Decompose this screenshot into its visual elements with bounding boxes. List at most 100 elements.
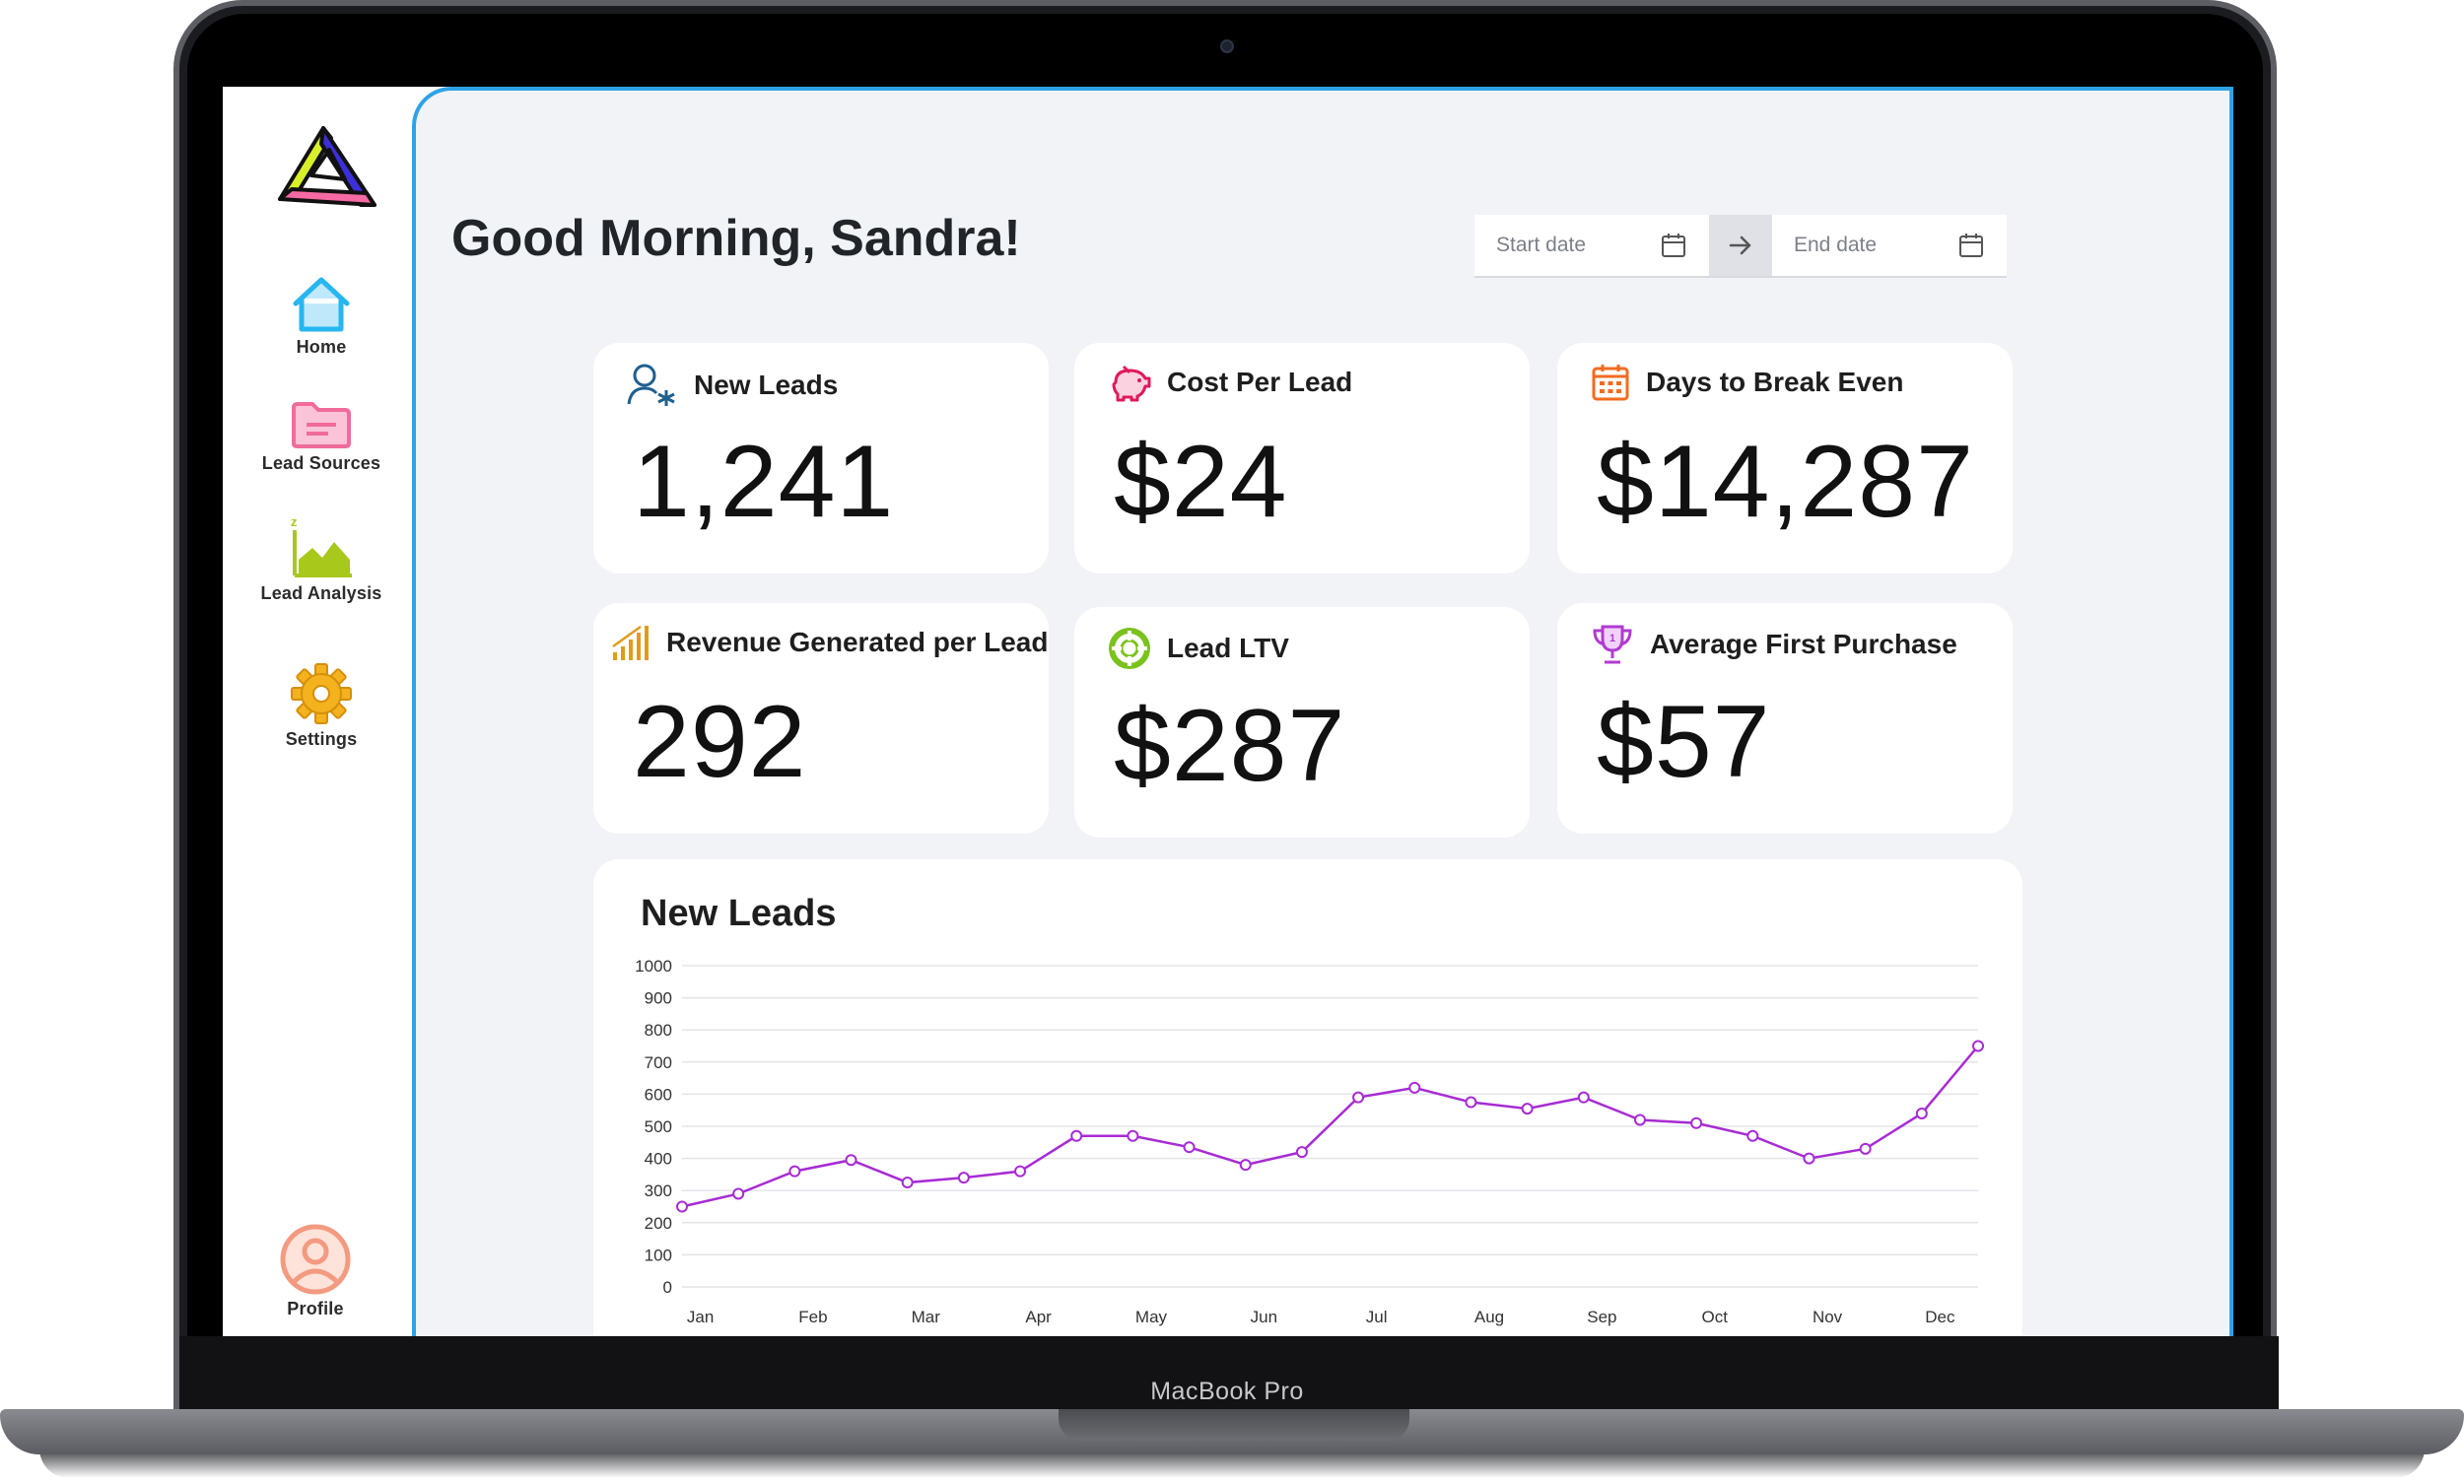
device-label: MacBook Pro xyxy=(1150,1378,1304,1405)
y-tick-label: 100 xyxy=(645,1246,672,1264)
data-point[interactable] xyxy=(1127,1129,1139,1142)
data-point[interactable] xyxy=(1803,1152,1815,1165)
stat-value: 1,241 xyxy=(633,425,895,539)
data-point[interactable] xyxy=(1577,1091,1590,1104)
stat-value: $57 xyxy=(1597,685,1771,799)
x-tick-label: Oct xyxy=(1701,1308,1728,1326)
y-tick-label: 200 xyxy=(645,1214,672,1233)
logo xyxy=(278,126,376,207)
data-point[interactable] xyxy=(1352,1091,1365,1104)
arrow-right-icon xyxy=(1729,236,1751,255)
stat-card-average-first-purchase[interactable]: 1 Average First Purchase $57 xyxy=(1557,603,2013,834)
x-tick-label: Jun xyxy=(1251,1308,1277,1326)
y-tick-label: 500 xyxy=(645,1117,672,1136)
profile-icon xyxy=(280,1224,351,1295)
app-screen: Home Lead Sources z Lead Analysis xyxy=(223,87,2233,1336)
main-content: Good Morning, Sandra! Start date End dat… xyxy=(412,87,2233,1336)
y-tick-label: 400 xyxy=(645,1150,672,1169)
data-point[interactable] xyxy=(1014,1165,1027,1178)
y-tick-label: 600 xyxy=(645,1085,672,1104)
sidebar-item-settings[interactable]: Settings xyxy=(223,662,420,750)
sidebar-item-lead-sources[interactable]: Lead Sources xyxy=(223,400,420,474)
y-tick-label: 800 xyxy=(645,1021,672,1040)
data-point[interactable] xyxy=(1239,1159,1252,1172)
stat-card-new-leads[interactable]: New Leads 1,241 xyxy=(593,343,1049,573)
stat-value: $14,287 xyxy=(1597,425,1974,539)
y-tick-label: 1000 xyxy=(635,957,672,976)
x-tick-label: Apr xyxy=(1025,1308,1052,1326)
svg-text:1: 1 xyxy=(1609,633,1615,644)
camera-icon xyxy=(1220,39,1234,53)
y-tick-label: 900 xyxy=(645,989,672,1008)
laptop-chin xyxy=(179,1336,2279,1413)
calendar-icon xyxy=(1592,365,1629,401)
data-point[interactable] xyxy=(1972,1040,1984,1052)
start-date-input[interactable]: Start date xyxy=(1474,215,1709,276)
end-date-input[interactable]: End date xyxy=(1772,215,2007,276)
chart-title: New Leads xyxy=(641,893,837,934)
data-point[interactable] xyxy=(1295,1146,1308,1159)
trophy-icon: 1 xyxy=(1593,625,1632,664)
data-point[interactable] xyxy=(1915,1107,1928,1119)
stat-value: $24 xyxy=(1114,425,1288,539)
data-point[interactable] xyxy=(1070,1129,1083,1142)
data-point[interactable] xyxy=(1408,1081,1421,1094)
x-tick-label: Feb xyxy=(798,1308,827,1326)
area-chart-icon: z xyxy=(291,514,352,577)
data-point[interactable] xyxy=(1746,1129,1759,1142)
data-point[interactable] xyxy=(845,1154,857,1167)
data-point[interactable] xyxy=(1183,1141,1196,1154)
home-icon xyxy=(293,277,350,332)
stat-card-lead-ltv[interactable]: Lead LTV $287 xyxy=(1074,607,1530,838)
x-tick-label: May xyxy=(1135,1308,1168,1326)
sidebar-item-profile[interactable]: Profile xyxy=(223,1224,414,1319)
calendar-icon xyxy=(1662,234,1685,257)
gear-icon xyxy=(291,663,352,724)
x-tick-label: Jul xyxy=(1366,1308,1388,1326)
new-leads-chart-card: New Leads 0 100 200 300 400 500 600 700 800 900 10… xyxy=(593,859,2022,1336)
folder-icon xyxy=(292,402,351,448)
stat-value: $287 xyxy=(1114,689,1346,803)
y-tick-label: 300 xyxy=(645,1181,672,1200)
date-range-arrow xyxy=(1709,215,1772,276)
data-point[interactable] xyxy=(957,1172,970,1184)
calendar-icon xyxy=(1959,234,1983,257)
data-point[interactable] xyxy=(676,1200,688,1213)
laptop-notch xyxy=(1059,1409,1409,1441)
x-tick-label: Dec xyxy=(1925,1308,1955,1326)
x-tick-label: Mar xyxy=(912,1308,941,1326)
data-point[interactable] xyxy=(901,1177,914,1189)
data-point[interactable] xyxy=(788,1165,801,1178)
series-line xyxy=(681,1045,1979,1208)
signal-bars-icon xyxy=(612,625,649,660)
x-tick-label: Aug xyxy=(1474,1308,1504,1326)
sidebar-item-label: Profile xyxy=(287,1299,344,1318)
data-point[interactable] xyxy=(1859,1142,1872,1155)
date-range-picker: Start date End date xyxy=(1474,215,2007,278)
svg-text:z: z xyxy=(291,514,298,529)
data-point[interactable] xyxy=(732,1187,745,1200)
sidebar-item-label: Home xyxy=(296,337,347,357)
sidebar-item-label: Lead Sources xyxy=(261,453,381,473)
x-tick-label: Jan xyxy=(687,1308,714,1326)
sidebar: Home Lead Sources z Lead Analysis xyxy=(223,87,410,1336)
x-tick-label: Nov xyxy=(1813,1308,1843,1326)
lifebuoy-icon xyxy=(1109,628,1150,669)
data-point[interactable] xyxy=(1690,1116,1703,1129)
new-leads-line-chart: 0 100 200 300 400 500 600 700 800 900 1000 Jan Feb Ma… xyxy=(635,957,1984,1326)
sidebar-item-lead-analysis[interactable]: z Lead Analysis xyxy=(223,514,420,604)
sidebar-item-home[interactable]: Home xyxy=(223,276,420,358)
data-point[interactable] xyxy=(1521,1103,1534,1115)
stat-card-days-to-break-even[interactable]: Days to Break Even $14,287 xyxy=(1557,343,2013,573)
page-title: Good Morning, Sandra! xyxy=(451,210,1021,267)
y-tick-label: 0 xyxy=(663,1278,672,1297)
stat-card-cost-per-lead[interactable]: Cost Per Lead $24 xyxy=(1074,343,1530,573)
piggy-bank-icon xyxy=(1112,365,1151,402)
x-tick-label: Sep xyxy=(1587,1308,1616,1326)
sidebar-item-label: Lead Analysis xyxy=(260,583,382,603)
sidebar-item-label: Settings xyxy=(285,729,358,749)
data-point[interactable] xyxy=(1633,1113,1646,1126)
y-tick-label: 700 xyxy=(645,1053,672,1072)
stat-card-revenue-per-lead[interactable]: Revenue Generated per Lead 292 xyxy=(593,603,1049,834)
data-point[interactable] xyxy=(1465,1096,1477,1109)
